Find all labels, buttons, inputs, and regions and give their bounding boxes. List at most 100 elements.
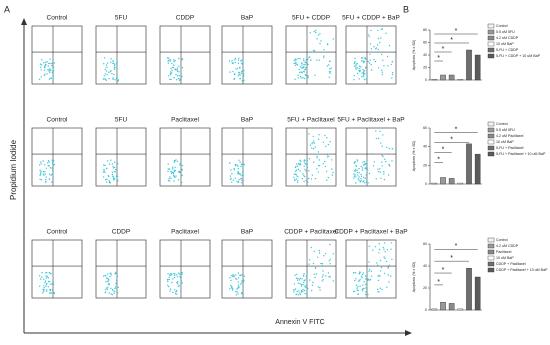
event-dot bbox=[323, 56, 325, 59]
event-dot bbox=[378, 248, 381, 251]
event-dot bbox=[45, 272, 47, 274]
event-dot bbox=[377, 168, 379, 170]
event-dot bbox=[167, 75, 170, 77]
event-dot bbox=[105, 64, 108, 66]
bar bbox=[474, 54, 481, 81]
event-dot bbox=[40, 170, 42, 173]
event-dot bbox=[311, 142, 313, 145]
event-dot bbox=[179, 273, 181, 275]
event-dot bbox=[169, 60, 172, 62]
event-dot bbox=[324, 252, 327, 255]
event-dot bbox=[116, 175, 119, 177]
event-dot bbox=[42, 160, 44, 162]
legend-label: 5-FU + CDDP bbox=[496, 48, 519, 52]
event-dot bbox=[238, 178, 240, 181]
event-dot bbox=[237, 173, 239, 175]
event-dot bbox=[46, 61, 48, 63]
event-dot bbox=[240, 60, 242, 62]
event-dot bbox=[303, 58, 305, 60]
event-dot bbox=[367, 60, 369, 63]
event-dot bbox=[236, 180, 238, 182]
bar bbox=[448, 303, 455, 311]
event-dot bbox=[319, 286, 321, 289]
event-dot bbox=[110, 58, 112, 60]
event-dot bbox=[52, 176, 54, 178]
event-dot bbox=[356, 72, 359, 75]
event-dot bbox=[313, 273, 315, 275]
event-dot bbox=[322, 141, 325, 144]
event-dot bbox=[359, 181, 361, 183]
event-dot bbox=[44, 63, 47, 66]
event-dot bbox=[384, 257, 386, 259]
event-dot bbox=[173, 276, 176, 279]
significance-mark: * bbox=[455, 243, 458, 250]
plot-title: 5FU + Paclitaxel bbox=[287, 117, 335, 124]
legend-label: Control bbox=[496, 122, 508, 126]
bar bbox=[431, 79, 438, 81]
plot-title: Control bbox=[47, 15, 69, 22]
event-dot bbox=[178, 284, 180, 286]
event-dot bbox=[311, 147, 313, 149]
event-dot bbox=[365, 283, 367, 286]
event-dot bbox=[229, 71, 231, 73]
y-tick-label: 0 bbox=[425, 308, 427, 312]
event-dot bbox=[181, 67, 184, 69]
event-dot bbox=[315, 273, 317, 275]
event-dot bbox=[295, 166, 297, 168]
event-dot bbox=[173, 169, 176, 171]
event-dot bbox=[324, 160, 326, 163]
event-dot bbox=[106, 181, 108, 183]
y-tick-label: 60 bbox=[423, 126, 427, 130]
event-dot bbox=[312, 262, 315, 265]
event-dot bbox=[180, 280, 183, 282]
event-dot bbox=[353, 177, 355, 179]
event-dot bbox=[51, 71, 54, 74]
event-dot bbox=[308, 170, 310, 172]
event-dot bbox=[322, 279, 324, 281]
event-dot bbox=[326, 43, 329, 45]
event-dot bbox=[106, 66, 108, 69]
event-dot bbox=[297, 294, 299, 296]
event-dot bbox=[321, 276, 324, 278]
event-dot bbox=[366, 273, 368, 276]
event-dot bbox=[46, 162, 49, 164]
legend-swatch bbox=[487, 127, 495, 133]
event-dot bbox=[375, 47, 378, 49]
event-dot bbox=[174, 289, 176, 291]
event-dot bbox=[229, 175, 232, 177]
event-dot bbox=[49, 272, 51, 275]
event-dot bbox=[114, 286, 117, 288]
event-dot bbox=[293, 176, 295, 178]
event-dot bbox=[326, 137, 328, 139]
event-dot bbox=[360, 66, 362, 68]
event-dot bbox=[107, 286, 109, 288]
event-dot bbox=[369, 43, 372, 45]
event-dot bbox=[113, 179, 115, 181]
y-tick-label: 20 bbox=[423, 286, 427, 290]
event-dot bbox=[116, 275, 119, 277]
event-dot bbox=[377, 29, 379, 32]
event-dot bbox=[238, 159, 240, 161]
bar bbox=[474, 153, 481, 185]
event-dot bbox=[236, 288, 238, 290]
event-dot bbox=[240, 282, 243, 284]
event-dot bbox=[295, 277, 298, 279]
event-dot bbox=[241, 80, 243, 82]
event-dot bbox=[237, 59, 240, 61]
event-dot bbox=[52, 70, 55, 72]
event-dot bbox=[116, 287, 118, 290]
event-dot bbox=[362, 272, 364, 274]
event-dot bbox=[366, 179, 368, 181]
panel-label: A bbox=[4, 4, 10, 14]
plot-title: CDDP bbox=[112, 229, 130, 236]
event-dot bbox=[383, 178, 386, 181]
event-dot bbox=[295, 60, 297, 62]
significance-mark: * bbox=[437, 157, 440, 164]
event-dot bbox=[369, 53, 371, 55]
event-dot bbox=[308, 263, 310, 265]
event-dot bbox=[239, 172, 241, 175]
event-dot bbox=[301, 290, 303, 292]
event-dot bbox=[38, 275, 41, 277]
event-dot bbox=[363, 78, 366, 81]
event-dot bbox=[174, 160, 176, 162]
